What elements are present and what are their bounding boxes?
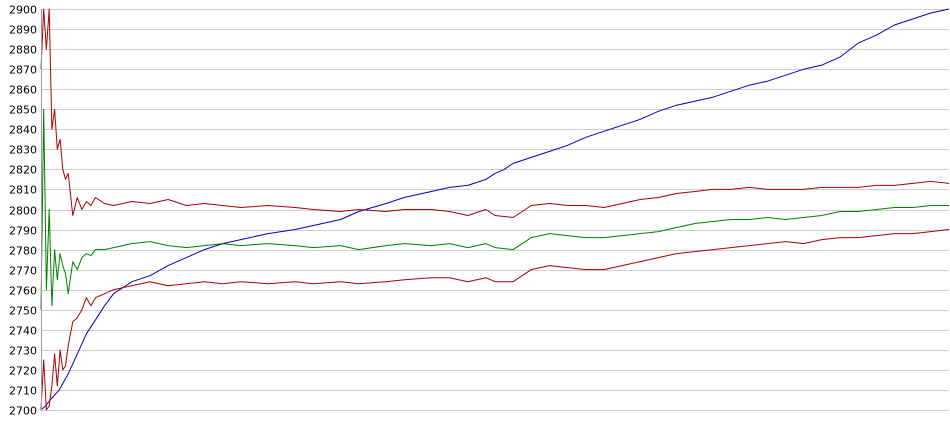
y-tick-label: 2750 <box>9 305 37 318</box>
y-tick-label: 2810 <box>9 184 37 197</box>
y-tick-label: 2730 <box>9 345 37 358</box>
y-tick-label: 2830 <box>9 144 37 157</box>
series-line-4 <box>40 229 950 411</box>
y-tick-labels: 2700 2710 2720 2730 2740 2750 2760 2770 2780 2790… <box>9 4 37 418</box>
y-tick-label: 2870 <box>9 64 37 77</box>
y-tick-label: 2760 <box>9 285 37 298</box>
y-tick-label: 2840 <box>9 124 37 137</box>
y-tick-label: 2860 <box>9 84 37 97</box>
y-tick-label: 2790 <box>9 225 37 238</box>
y-tick-label: 2850 <box>9 104 37 117</box>
y-tick-label: 2820 <box>9 164 37 177</box>
y-tick-label: 2890 <box>9 24 37 37</box>
y-tick-label: 2700 <box>9 405 37 418</box>
y-tick-label: 2770 <box>9 265 37 278</box>
y-tick-label: 2900 <box>9 4 37 17</box>
grid-layer <box>41 9 949 411</box>
series-line-2 <box>40 108 949 310</box>
series-line-3 <box>40 8 950 218</box>
series-layer <box>40 8 950 411</box>
series-line-1 <box>40 8 950 411</box>
y-tick-label: 2740 <box>9 325 37 338</box>
y-tick-label: 2720 <box>9 365 37 378</box>
y-tick-label: 2880 <box>9 44 37 57</box>
y-tick-label: 2710 <box>9 385 37 398</box>
y-tick-label: 2800 <box>9 205 37 218</box>
y-tick-label: 2780 <box>9 245 37 258</box>
